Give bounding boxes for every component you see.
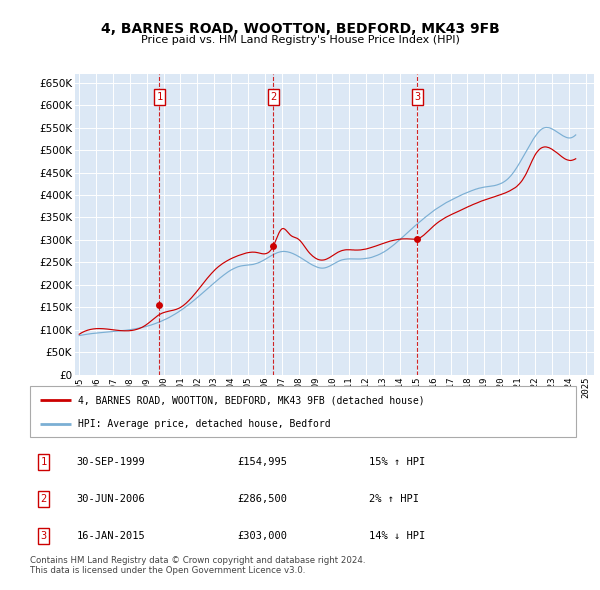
Text: 14% ↓ HPI: 14% ↓ HPI (368, 531, 425, 541)
Text: 16-JAN-2015: 16-JAN-2015 (76, 531, 145, 541)
FancyBboxPatch shape (30, 386, 576, 437)
Text: HPI: Average price, detached house, Bedford: HPI: Average price, detached house, Bedf… (78, 419, 331, 429)
Text: £154,995: £154,995 (238, 457, 287, 467)
Text: £286,500: £286,500 (238, 494, 287, 504)
Text: 30-SEP-1999: 30-SEP-1999 (76, 457, 145, 467)
Text: 15% ↑ HPI: 15% ↑ HPI (368, 457, 425, 467)
Text: 1: 1 (156, 92, 163, 102)
Text: 30-JUN-2006: 30-JUN-2006 (76, 494, 145, 504)
Text: 3: 3 (41, 531, 47, 541)
Text: 4, BARNES ROAD, WOOTTON, BEDFORD, MK43 9FB: 4, BARNES ROAD, WOOTTON, BEDFORD, MK43 9… (101, 22, 499, 37)
Text: 3: 3 (415, 92, 421, 102)
Text: 4, BARNES ROAD, WOOTTON, BEDFORD, MK43 9FB (detached house): 4, BARNES ROAD, WOOTTON, BEDFORD, MK43 9… (78, 395, 425, 405)
Text: Contains HM Land Registry data © Crown copyright and database right 2024.
This d: Contains HM Land Registry data © Crown c… (30, 556, 365, 575)
Text: £303,000: £303,000 (238, 531, 287, 541)
Text: 2: 2 (41, 494, 47, 504)
Text: 2% ↑ HPI: 2% ↑ HPI (368, 494, 419, 504)
Text: 2: 2 (270, 92, 277, 102)
Text: 1: 1 (41, 457, 47, 467)
Text: Price paid vs. HM Land Registry's House Price Index (HPI): Price paid vs. HM Land Registry's House … (140, 35, 460, 45)
